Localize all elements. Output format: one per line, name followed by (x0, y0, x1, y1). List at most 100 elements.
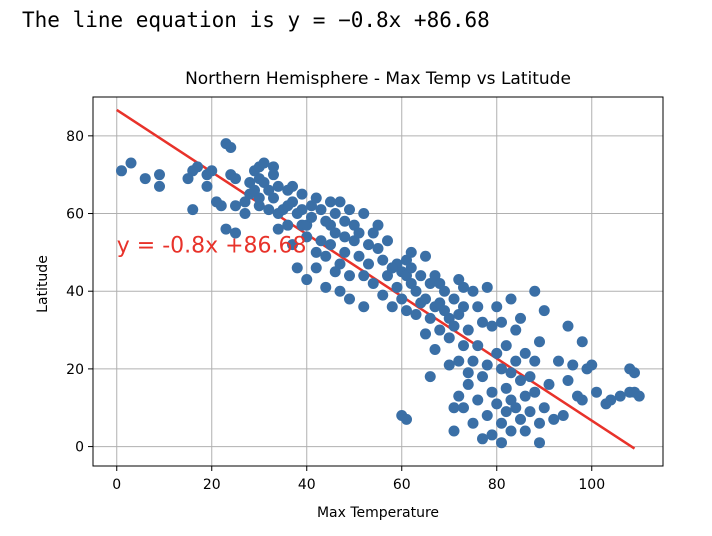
data-point (458, 402, 469, 414)
data-point (467, 285, 479, 297)
x-tick-label: 0 (112, 477, 121, 493)
data-point (538, 402, 550, 414)
data-point (353, 250, 365, 262)
data-point (519, 425, 531, 437)
data-point (268, 192, 279, 204)
data-point (296, 204, 308, 216)
data-point (358, 208, 370, 220)
data-point (401, 305, 412, 317)
data-point (306, 211, 317, 223)
data-point (396, 293, 408, 305)
regression-equation-annotation: y = -0.8x +86.68 (117, 233, 307, 258)
y-axis-ticks: 0 20 40 60 80 (66, 129, 93, 456)
data-point (472, 394, 484, 406)
data-point (538, 305, 550, 317)
data-point (519, 390, 531, 402)
data-point (325, 196, 336, 208)
data-point (329, 227, 341, 239)
data-point (344, 204, 355, 216)
data-point (339, 215, 351, 227)
data-point (334, 285, 346, 297)
data-point (453, 355, 465, 367)
data-point (206, 165, 218, 177)
data-point (258, 157, 270, 169)
data-point (562, 375, 574, 387)
x-tick-label: 60 (393, 477, 411, 493)
data-point (500, 340, 512, 352)
data-point (154, 169, 165, 181)
data-point (496, 363, 507, 375)
data-point (382, 235, 393, 247)
y-axis-label: Latitude (35, 255, 51, 313)
data-point (287, 196, 298, 208)
x-tick-label: 80 (488, 477, 506, 493)
data-point (358, 270, 370, 282)
data-point (329, 208, 341, 220)
data-point (334, 196, 346, 208)
data-point (505, 425, 517, 437)
data-point (291, 262, 303, 274)
data-point (481, 359, 493, 371)
data-point (633, 390, 645, 402)
data-point (320, 250, 332, 262)
x-axis-label: Max Temperature (317, 505, 439, 521)
data-point (553, 355, 564, 367)
data-point (510, 355, 522, 367)
data-point (372, 242, 384, 254)
data-point (154, 180, 165, 192)
data-point (505, 293, 517, 305)
data-point (467, 417, 479, 429)
data-point (401, 413, 412, 425)
data-point (458, 340, 469, 352)
data-point (510, 402, 522, 414)
data-points (116, 138, 645, 449)
data-point (462, 324, 474, 336)
data-point (529, 386, 541, 398)
y-tick-label: 0 (75, 440, 84, 456)
data-point (534, 437, 545, 449)
data-point (405, 246, 417, 258)
data-point (339, 231, 351, 243)
data-point (139, 173, 151, 185)
data-point (477, 371, 488, 383)
data-point (367, 277, 379, 289)
data-point (253, 200, 265, 212)
data-point (187, 204, 199, 216)
data-point (567, 359, 579, 371)
data-point (272, 180, 284, 192)
data-point (344, 270, 355, 282)
data-point (424, 371, 436, 383)
data-point (500, 406, 512, 418)
data-point (420, 293, 431, 305)
data-point (320, 215, 332, 227)
y-tick-label: 80 (66, 129, 84, 145)
data-point (591, 386, 602, 398)
data-point (415, 270, 427, 282)
data-point (448, 293, 460, 305)
x-tick-label: 40 (298, 477, 316, 493)
data-point (301, 274, 313, 286)
data-point (386, 262, 398, 274)
data-point (458, 281, 469, 293)
data-point (310, 192, 322, 204)
data-point (481, 281, 493, 293)
data-point (315, 235, 327, 247)
y-tick-label: 40 (66, 284, 84, 300)
data-point (239, 208, 251, 220)
data-point (434, 324, 446, 336)
data-point (377, 254, 389, 266)
data-point (443, 359, 455, 371)
data-point (448, 425, 460, 437)
data-point (529, 285, 541, 297)
data-point (315, 204, 327, 216)
data-point (515, 312, 526, 324)
data-point (605, 394, 617, 406)
data-point (543, 378, 555, 390)
data-point (344, 293, 355, 305)
data-point (424, 312, 436, 324)
data-point (515, 375, 526, 387)
data-point (386, 301, 398, 313)
data-point (448, 320, 460, 332)
data-point (116, 165, 127, 177)
